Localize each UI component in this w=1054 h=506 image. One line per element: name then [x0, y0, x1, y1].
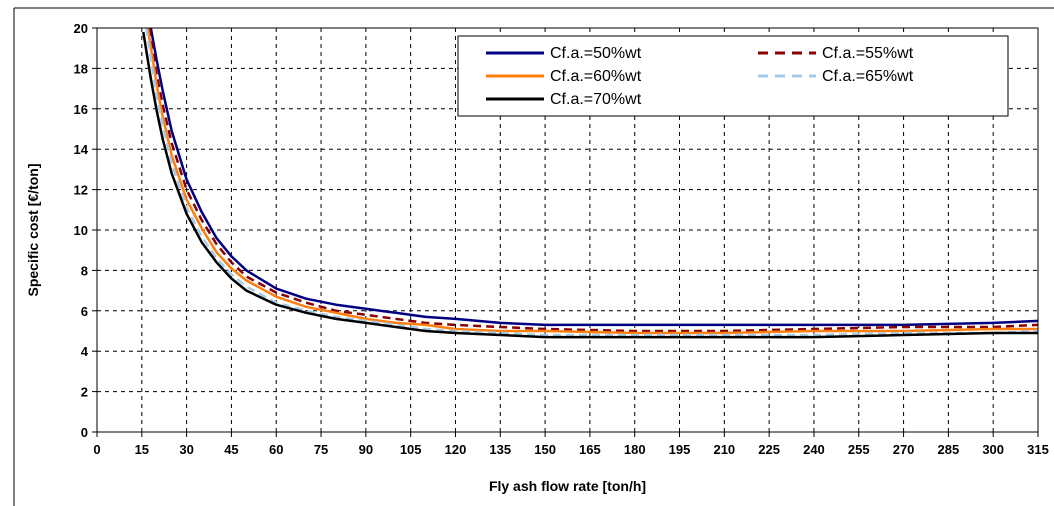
y-axis-title: Specific cost [€/ton] — [25, 163, 41, 296]
x-tick-label: 300 — [982, 442, 1004, 457]
y-tick-label: 0 — [81, 425, 88, 440]
x-tick-label: 255 — [848, 442, 870, 457]
y-tick-label: 14 — [74, 142, 89, 157]
x-tick-label: 225 — [758, 442, 780, 457]
series-line-1 — [149, 27, 1039, 327]
x-tick-label: 15 — [135, 442, 149, 457]
series-line-2 — [148, 27, 1039, 333]
y-tick-label: 16 — [74, 102, 88, 117]
y-tick-label: 6 — [81, 304, 88, 319]
x-tick-label: 270 — [893, 442, 915, 457]
legend-label-1: Cf.a.=50%wt — [550, 45, 642, 62]
x-tick-label: 60 — [269, 442, 283, 457]
x-tick-label: 240 — [803, 442, 825, 457]
legend-label-3: Cf.a.=60%wt — [550, 68, 642, 85]
y-tick-label: 10 — [74, 223, 88, 238]
series-line-5 — [142, 31, 1038, 339]
x-tick-label: 315 — [1027, 442, 1049, 457]
x-tick-label: 285 — [938, 442, 960, 457]
y-tick-label: 18 — [74, 61, 88, 76]
axis-ticks: 0 15 30 45 60 75 90 105 120 135 150 165 180 195 210 225… — [74, 21, 1049, 457]
y-tick-label: 20 — [74, 21, 88, 36]
y-tick-label: 4 — [81, 344, 89, 359]
series-line-4 — [145, 27, 1039, 337]
x-tick-label: 165 — [579, 442, 601, 457]
y-tick-label: 8 — [81, 263, 88, 278]
y-tick-label: 2 — [81, 385, 88, 400]
x-tick-label: 105 — [400, 442, 422, 457]
x-tick-label: 150 — [534, 442, 556, 457]
legend-box — [457, 35, 1009, 117]
x-tick-label: 195 — [669, 442, 691, 457]
x-tick-label: 30 — [179, 442, 193, 457]
legend-label-2: Cf.a.=55%wt — [822, 45, 914, 62]
series-lines — [142, 27, 1039, 339]
x-tick-label: 0 — [93, 442, 100, 457]
x-tick-label: 120 — [445, 442, 467, 457]
x-tick-label: 75 — [314, 442, 328, 457]
legend: Cf.a.=50%wt Cf.a.=55%wt Cf.a.=60%wt Cf.a.=6… — [457, 35, 1009, 117]
x-tick-label: 135 — [489, 442, 511, 457]
x-tick-label: 180 — [624, 442, 646, 457]
x-axis-title: Fly ash flow rate [ton/h] — [489, 478, 646, 494]
x-tick-label: 45 — [224, 442, 238, 457]
x-tick-label: 210 — [713, 442, 735, 457]
y-tick-label: 12 — [74, 183, 88, 198]
x-tick-label: 90 — [359, 442, 373, 457]
series-line-3 — [146, 27, 1038, 335]
legend-label-5: Cf.a.=70%wt — [550, 91, 642, 108]
legend-label-4: Cf.a.=65%wt — [822, 68, 914, 85]
